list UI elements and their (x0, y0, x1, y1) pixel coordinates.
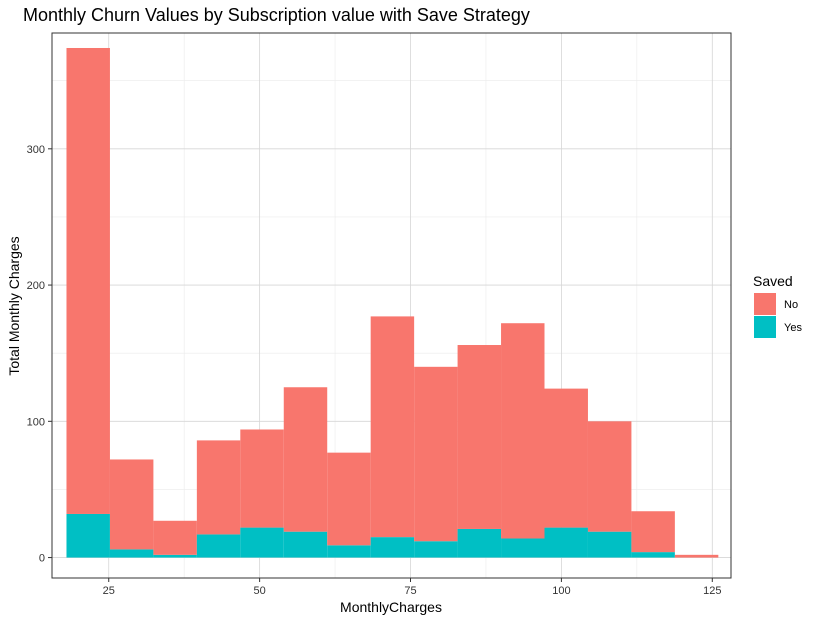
chart-title: Monthly Churn Values by Subscription val… (23, 5, 530, 25)
bar-yes (631, 552, 675, 558)
bar-yes (414, 541, 458, 558)
y-tick-label: 300 (27, 144, 45, 156)
bar-no (457, 345, 502, 529)
bar-no (153, 520, 197, 555)
bar-no (587, 421, 632, 532)
bar-yes (196, 534, 241, 558)
y-axis: 0 100 200 300 (27, 144, 52, 565)
y-tick-label: 200 (27, 280, 45, 292)
x-tick-label: 50 (253, 585, 265, 597)
x-tick-label: 75 (404, 585, 416, 597)
bar-yes (587, 531, 632, 558)
bar-no (370, 316, 415, 538)
y-axis-title: Total Monthly Charges (6, 236, 22, 375)
bar-yes (109, 549, 154, 558)
bar-no (631, 511, 675, 553)
bar-no (196, 440, 241, 535)
bar-yes (370, 537, 415, 558)
bar-yes (544, 527, 588, 558)
bar-no (283, 387, 328, 532)
y-tick-label: 100 (27, 416, 45, 428)
x-axis-title: MonthlyCharges (340, 599, 442, 615)
y-tick-label: 0 (39, 553, 45, 565)
bar-yes (66, 513, 110, 558)
legend-label-yes: Yes (784, 322, 802, 334)
bar-no (109, 459, 154, 550)
bar-no (501, 323, 545, 539)
x-tick-label: 125 (703, 585, 721, 597)
bar-no (414, 366, 458, 542)
bar-yes (501, 538, 545, 558)
legend-label-no: No (784, 299, 798, 311)
bar-yes (283, 531, 328, 558)
x-tick-label: 25 (103, 585, 115, 597)
bar-yes (327, 545, 371, 558)
bar-no (674, 554, 719, 558)
bar-no (544, 388, 588, 528)
legend-key-yes (754, 316, 776, 338)
bar-yes (153, 554, 197, 558)
histogram-bars (66, 47, 719, 558)
legend: Saved No Yes (753, 273, 802, 338)
bar-yes (240, 527, 284, 558)
legend-key-no (754, 293, 776, 315)
x-tick-label: 100 (552, 585, 570, 597)
bar-no (240, 429, 284, 528)
plot-border (51, 32, 732, 579)
x-axis: 25 50 75 100 125 (103, 578, 721, 597)
bar-no (327, 452, 371, 546)
bar-yes (457, 528, 502, 558)
legend-title: Saved (753, 273, 793, 289)
bar-no (66, 47, 110, 514)
